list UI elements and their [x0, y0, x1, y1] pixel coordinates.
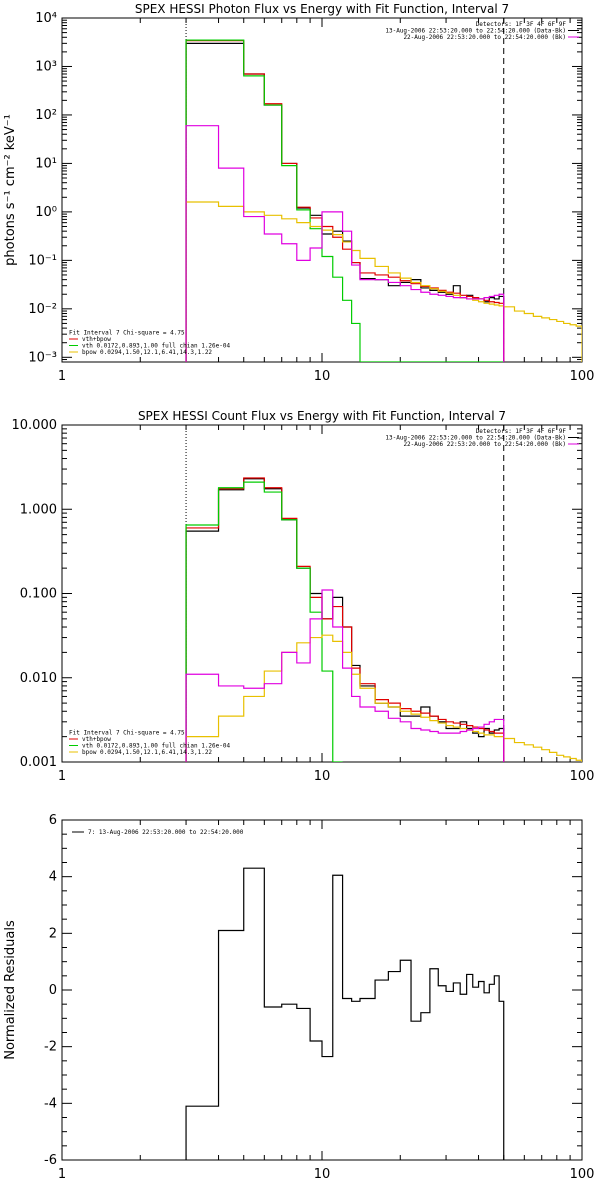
series-line-bpow	[185, 201, 582, 362]
top-legend-text: 13-Aug-2006 22:53:20.000 to 22:54:20.000…	[385, 435, 566, 442]
fit-legend-text: bpow 0.0294,1.50,12.1,6.41,14.3,1.22	[82, 349, 212, 356]
y-axis-label: Normalized Residuals	[3, 920, 18, 1060]
y-tick-label: 6	[49, 813, 57, 828]
y-tick-label: 10²	[35, 108, 57, 123]
chart-title: SPEX HESSI Photon Flux vs Energy with Fi…	[135, 2, 509, 16]
fit-legend-text: Fit Interval 7 Chi-square = 4.75	[69, 730, 185, 737]
y-tick-label: -4	[44, 1096, 57, 1111]
x-tick-label: 100	[570, 769, 595, 784]
y-tick-label: 1.000	[20, 502, 57, 517]
x-tick-label: 1	[58, 369, 66, 384]
chart-title: SPEX HESSI Count Flux vs Energy with Fit…	[138, 409, 506, 423]
series-group	[185, 477, 582, 762]
y-tick-label: 10⁰	[35, 205, 57, 220]
series-line-vth	[185, 481, 343, 762]
top-legend-text: 13-Aug-2006 22:53:20.000 to 22:54:20.000…	[385, 28, 566, 35]
y-tick-label: -2	[44, 1040, 57, 1055]
y-tick-label: 0.100	[20, 587, 57, 602]
residual-legend-text: 7: 13-Aug-2006 22:53:20.000 to 22:54:20.…	[88, 829, 244, 836]
top-legend-text: Detectors: 1F 3F 4F 6F 9F	[476, 21, 567, 28]
x-tick-label: 10	[314, 369, 331, 384]
series-line-7-13-aug-2006-22-53-20-000-to-22-54-20-000	[185, 867, 505, 1160]
y-tick-label: 10⁻¹	[28, 253, 57, 268]
y-tick-label: 4	[49, 870, 57, 885]
series-line-bk	[185, 589, 505, 762]
y-tick-label: 10³	[35, 59, 57, 74]
fit-legend-text: vth+bpow	[82, 336, 111, 343]
series-line-data-bk	[185, 42, 505, 362]
x-tick-label: 100	[570, 369, 595, 384]
top-legend-text: 22-Aug-2006 22:53:20.000 to 22:54:20.000…	[403, 441, 566, 448]
fit-legend-text: vth+bpow	[82, 736, 111, 743]
y-axis-label: photons s⁻¹ cm⁻² keV⁻¹	[3, 114, 18, 266]
fit-legend-text: vth 0.0172,0.893,1.00 full chian 1.26e-0…	[82, 743, 230, 750]
chart-panel-1: SPEX HESSI Photon Flux vs Energy with Fi…	[3, 2, 594, 384]
series-line-vth	[185, 39, 504, 362]
y-tick-label: 0.010	[20, 671, 57, 686]
series-group	[185, 867, 505, 1160]
y-tick-label: -6	[44, 1153, 57, 1168]
y-tick-label: 10.000	[12, 418, 58, 433]
y-tick-label: 10⁻²	[28, 302, 57, 317]
y-tick-label: 0	[49, 983, 57, 998]
series-line-bk	[185, 125, 505, 362]
chart-panel-3: 1 10 100 -6 -4 -2 0 2 4 6 Normalized Residuals 7: 1…	[3, 813, 594, 1182]
fit-legend-text: bpow 0.0294,1.50,12.1,6.41,14.3,1.22	[82, 749, 212, 756]
top-legend-text: Detectors: 1F 3F 4F 6F 9F	[476, 428, 567, 435]
y-tick-label: 0.001	[20, 755, 57, 770]
x-tick-label: 1	[58, 1167, 66, 1182]
x-tick-label: 100	[570, 1167, 595, 1182]
y-tick-label: 10¹	[35, 156, 57, 171]
fit-legend-text: vth 0.0172,0.893,1.00 full chian 1.26e-0…	[82, 343, 230, 350]
fit-legend-text: Fit Interval 7 Chi-square = 4.75	[69, 330, 185, 337]
series-line-data-bk	[185, 478, 505, 762]
series-line-vth-bpow	[185, 40, 505, 362]
x-tick-label: 10	[314, 769, 331, 784]
x-tick-label: 1	[58, 769, 66, 784]
series-group	[185, 39, 582, 362]
y-tick-label: 2	[49, 926, 57, 941]
x-tick-label: 10	[314, 1167, 331, 1182]
series-line-bpow	[185, 634, 582, 762]
y-tick-label: 10⁻³	[28, 350, 57, 365]
top-legend-text: 22-Aug-2006 22:53:20.000 to 22:54:20.000…	[403, 34, 566, 41]
y-tick-label: 10⁴	[35, 11, 57, 26]
chart-panel-2: SPEX HESSI Count Flux vs Energy with Fit…	[12, 409, 595, 784]
series-line-vth-bpow	[185, 477, 505, 762]
